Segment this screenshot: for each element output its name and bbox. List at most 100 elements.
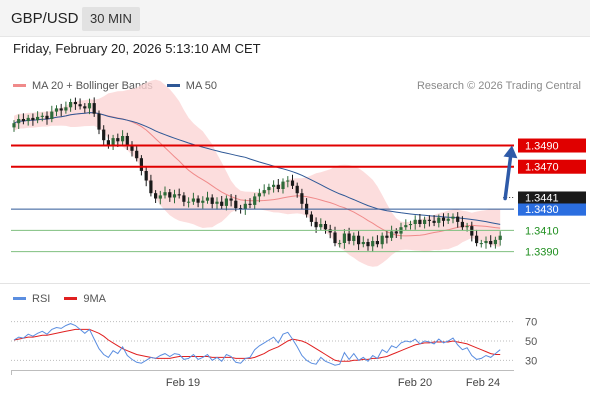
current-price-label: 1.3441 [525, 192, 559, 204]
candle-body [323, 224, 328, 230]
candle-body [498, 235, 502, 240]
candle-body [92, 103, 96, 114]
candle-body [139, 158, 143, 171]
candle-body [78, 104, 82, 107]
candle-body [295, 185, 299, 194]
candle-body [493, 239, 497, 245]
candle-body [187, 201, 191, 203]
candle-body [319, 224, 323, 228]
legend-swatch-9ma [64, 296, 78, 300]
candle-body [154, 193, 158, 199]
candle-body [427, 219, 431, 221]
candle-body [21, 119, 25, 122]
bollinger-band [14, 79, 501, 267]
candle-body [418, 219, 422, 224]
candle-body [224, 198, 228, 206]
candle-body [366, 242, 370, 247]
candle-body [281, 181, 285, 189]
candle-body [168, 192, 172, 198]
candle-body [196, 198, 200, 203]
candle-body [423, 219, 427, 224]
support-price-label: 1.3410 [525, 225, 559, 237]
candle-body [12, 123, 16, 128]
candle-body [149, 180, 153, 194]
pivot-price-tag [518, 202, 586, 216]
candle-body [333, 232, 337, 244]
candle-body [135, 150, 139, 159]
candle-body [111, 138, 115, 146]
candle-body [451, 216, 455, 219]
candle-body [484, 241, 488, 244]
candle-body [475, 235, 479, 244]
candle-body [73, 102, 77, 105]
candle-body [286, 180, 290, 182]
header-bar: GBP/USD 30 MIN [0, 0, 590, 37]
symbol-label: GBP/USD [11, 10, 79, 27]
rsi-legend: RSI 9MA [13, 293, 106, 305]
candle-body [97, 113, 101, 130]
candle-body [361, 242, 365, 245]
legend-ma50-label: MA 50 [185, 80, 217, 92]
candle-body [272, 184, 276, 187]
candle-body [50, 111, 54, 119]
candle-body [106, 140, 110, 146]
candle-body [352, 235, 356, 241]
current-price-tag [518, 191, 586, 204]
main-legend: MA 20 + Bollinger Bands MA 50 [13, 80, 217, 92]
candle-body [83, 106, 87, 109]
candle-body [31, 117, 35, 120]
candle-body [17, 119, 21, 124]
candle-body [380, 235, 384, 245]
candle-body [64, 107, 68, 111]
candle-body [87, 103, 92, 109]
x-tick-label: Feb 20 [398, 377, 432, 389]
resistance-price-label: 1.3490 [525, 141, 559, 153]
candle-body [69, 102, 73, 108]
candle-body [36, 116, 40, 121]
candle-body [390, 231, 394, 238]
candle-body [248, 203, 252, 205]
candle-body [210, 197, 214, 204]
candle-body [26, 117, 30, 122]
candle-body [121, 136, 125, 142]
candle-body [54, 108, 59, 112]
candle-body [239, 208, 243, 210]
forecast-arrow-head [503, 145, 518, 159]
candle-body [45, 115, 49, 119]
candle-body [116, 138, 120, 142]
candle-body [446, 218, 450, 221]
candle-body [309, 214, 313, 222]
rsi-9ma-line [13, 328, 501, 362]
timeframe-button[interactable]: 30 MIN [82, 7, 140, 31]
candle-body [40, 115, 44, 117]
candle-body [125, 136, 129, 146]
candle-body [437, 217, 441, 223]
candle-body [102, 129, 106, 141]
candle-body [205, 197, 210, 201]
candle-body [243, 203, 247, 210]
candle-body [177, 194, 181, 196]
candle-body [338, 243, 342, 245]
candle-body [290, 180, 295, 186]
candle-body [328, 229, 332, 233]
candle-body [130, 145, 134, 151]
x-tick-label: Feb 19 [166, 377, 200, 389]
candle-body [342, 233, 346, 243]
x-tick-label: Feb 24 [466, 377, 500, 389]
candle-body [253, 196, 257, 205]
candle-body [479, 243, 483, 245]
candle-body [215, 201, 219, 204]
candle-body [257, 193, 261, 197]
candle-body [234, 200, 238, 209]
candle-body [229, 198, 233, 201]
candle-body [300, 193, 304, 204]
candle-body [408, 224, 413, 226]
legend-swatch-ma50 [166, 83, 180, 87]
candle-body [163, 192, 167, 196]
resistance-price-tag [518, 159, 586, 174]
legend-swatch-rsi [13, 296, 26, 300]
candle-body [375, 241, 379, 245]
candle-body [201, 200, 205, 203]
credit-text: Research © 2026 Trading Central [416, 80, 581, 92]
